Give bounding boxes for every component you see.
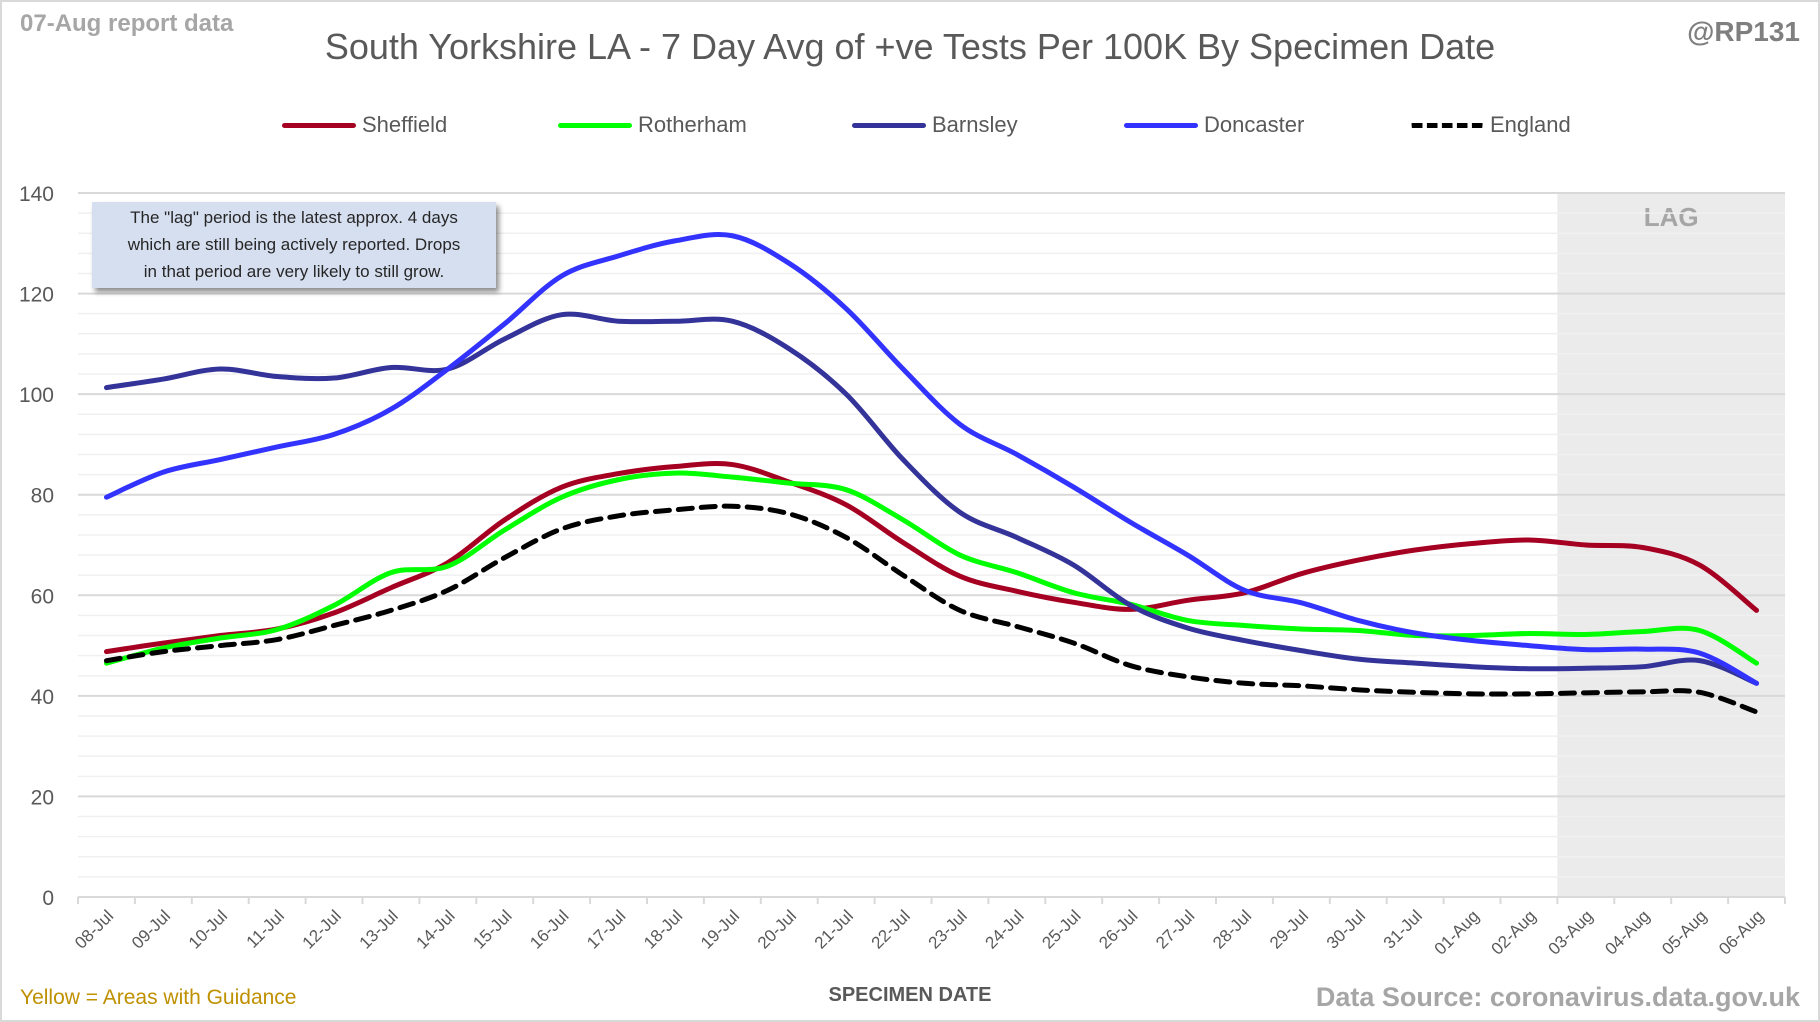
author-handle: @RP131: [1687, 16, 1800, 47]
x-tick-label: 16-Jul: [526, 906, 572, 952]
y-tick-label: 0: [42, 887, 54, 910]
x-tick-label: 29-Jul: [1266, 906, 1312, 952]
legend-swatch: [558, 122, 632, 128]
x-tick-label: 23-Jul: [925, 906, 971, 952]
legend-label: Barnsley: [932, 112, 1018, 137]
legend-swatch: [1410, 122, 1484, 128]
x-tick-label: 21-Jul: [811, 906, 857, 952]
x-tick-label: 28-Jul: [1209, 906, 1255, 952]
x-tick-label: 02-Aug: [1488, 906, 1540, 958]
series-line-england: [103, 503, 1760, 715]
x-tick-label: 30-Jul: [1323, 906, 1369, 952]
x-tick-label: 06-Aug: [1715, 906, 1767, 958]
series-lines: [103, 231, 1760, 715]
x-tick-label: 11-Jul: [243, 906, 288, 951]
x-tick-label: 24-Jul: [981, 906, 1027, 952]
series-line-sheffield: [103, 461, 1760, 655]
y-tick-label: 120: [19, 284, 54, 307]
x-tick-label: 31-Jul: [1380, 906, 1426, 952]
legend-item-barnsley: Barnsley: [852, 112, 1018, 138]
x-tick-label: 05-Aug: [1658, 906, 1710, 958]
gridlines: [78, 192, 1785, 898]
lag-note-box: The "lag" period is the latest approx. 4…: [92, 202, 496, 288]
data-source: Data Source: coronavirus.data.gov.uk: [1315, 982, 1800, 1012]
y-tick-label: 140: [19, 183, 54, 206]
legend-item-sheffield: Sheffield: [282, 112, 447, 138]
legend-swatch: [1124, 122, 1198, 128]
legend-item-england: England: [1410, 112, 1571, 138]
report-date-label: 07-Aug report data: [20, 10, 234, 37]
x-tick-label: 03-Aug: [1544, 906, 1596, 958]
note-line: The "lag" period is the latest approx. 4…: [130, 208, 458, 227]
y-tick-label: 60: [31, 585, 54, 608]
x-tick-label: 25-Jul: [1038, 906, 1084, 952]
y-axis-ticks: 0 20 40 60 80 100 120 140: [19, 183, 54, 910]
legend-item-rotherham: Rotherham: [558, 112, 747, 138]
legend-label: Doncaster: [1204, 112, 1305, 137]
x-tick-label: 08-Jul: [71, 906, 117, 952]
x-tick-label: 04-Aug: [1601, 906, 1653, 958]
x-tick-label: 12-Jul: [299, 906, 345, 952]
x-tick-label: 22-Jul: [868, 906, 914, 952]
chart-title: South Yorkshire LA - 7 Day Avg of +ve Te…: [324, 26, 1496, 67]
legend-label: Rotherham: [638, 112, 747, 137]
y-tick-label: 80: [31, 485, 54, 508]
x-tick-label: 09-Jul: [128, 906, 174, 952]
y-tick-label: 20: [31, 786, 54, 809]
y-tick-label: 100: [19, 384, 54, 407]
series-line-rotherham: [103, 470, 1760, 666]
note-line: which are still being actively reported.…: [127, 235, 461, 254]
x-tick-label: 27-Jul: [1152, 906, 1198, 952]
x-tick-label: 26-Jul: [1095, 906, 1141, 952]
x-tick-label: 13-Jul: [356, 906, 402, 952]
series-line-doncaster: [103, 231, 1760, 686]
legend-swatch: [852, 122, 926, 128]
x-tick-label: 14-Jul: [412, 906, 458, 952]
legend-swatch: [282, 122, 356, 128]
x-tick-label: 17-Jul: [583, 906, 629, 952]
series-line-barnsley: [103, 311, 1760, 686]
legend: Sheffield Rotherham Barnsley Doncaster E…: [0, 112, 1820, 142]
x-axis: 08-Jul 09-Jul 10-Jul 11-Jul 12-Jul 13-Jul 14-J…: [71, 896, 1786, 959]
x-tick-label: 18-Jul: [640, 906, 686, 952]
x-tick-label: 01-Aug: [1431, 906, 1483, 958]
x-tick-label: 20-Jul: [754, 906, 800, 952]
x-tick-label: 19-Jul: [697, 906, 743, 952]
lag-label: LAG: [1644, 202, 1699, 232]
x-axis-title: SPECIMEN DATE: [828, 984, 992, 1006]
y-tick-label: 40: [31, 686, 54, 709]
legend-item-doncaster: Doncaster: [1124, 112, 1304, 138]
note-line: in that period are very likely to still …: [143, 262, 445, 281]
x-tick-label: 15-Jul: [469, 906, 515, 952]
legend-label: England: [1490, 112, 1571, 137]
guidance-note: Yellow = Areas with Guidance: [20, 986, 297, 1009]
legend-label: Sheffield: [362, 112, 448, 137]
x-tick-label: 10-Jul: [185, 906, 231, 952]
